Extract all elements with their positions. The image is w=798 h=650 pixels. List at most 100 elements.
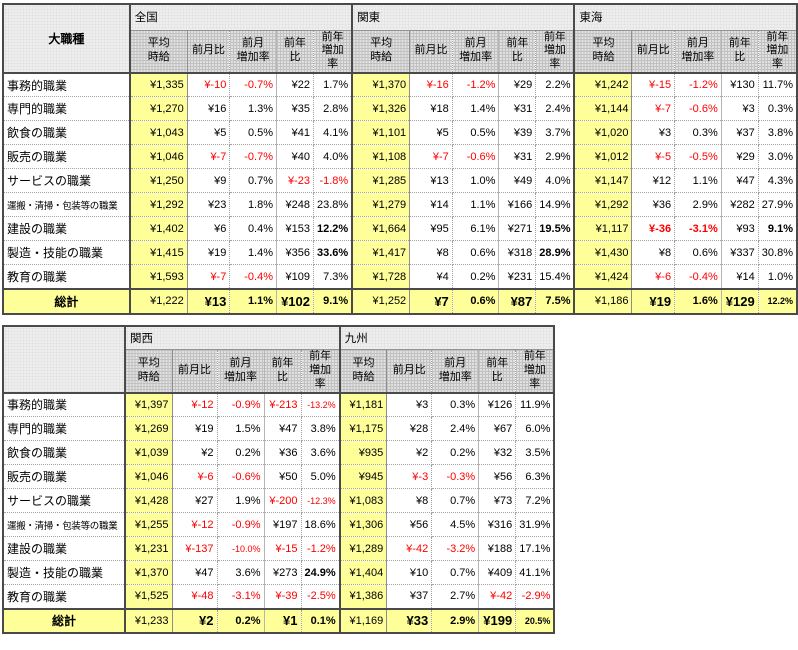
row-label: 教育の職業: [3, 264, 131, 290]
region-header: 関西: [125, 325, 341, 351]
data-cell: ¥47: [264, 416, 302, 441]
data-cell: 1.4%: [452, 96, 500, 122]
table-row: 飲食の職業 ¥1,043 ¥5 0.5% ¥41 4.1% ¥1,101 ¥5 0.5% ¥39 3…: [3, 120, 798, 146]
data-cell: ¥56: [386, 512, 433, 537]
data-cell: ¥47: [721, 168, 759, 194]
row-label: サービスの職業: [3, 488, 126, 513]
data-cell: 9.1%: [313, 287, 354, 314]
data-cell: -0.6%: [452, 144, 500, 170]
data-cell: 3.0%: [758, 144, 798, 170]
data-cell: ¥1,020: [574, 120, 633, 146]
data-cell: ¥50: [264, 464, 302, 489]
region-header: 全国: [129, 4, 354, 31]
data-cell: ¥40: [276, 144, 314, 170]
row-label: 運搬・清掃・包装等の職業: [3, 512, 126, 537]
col-header: 前年比: [276, 30, 314, 74]
data-cell: ¥1,012: [574, 144, 633, 170]
data-cell: ¥337: [721, 240, 759, 266]
data-cell: ¥35: [276, 96, 314, 122]
data-cell: ¥1,289: [339, 536, 388, 561]
region-header-row: 関西 九州: [3, 325, 556, 394]
data-cell: ¥1,043: [129, 120, 188, 146]
row-label: 販売の職業: [3, 144, 131, 170]
data-cell: ¥-15: [264, 536, 302, 561]
row-label: サービスの職業: [3, 168, 131, 194]
data-cell: ¥1,292: [129, 192, 188, 218]
corner-header: [3, 325, 126, 394]
data-cell: ¥126: [478, 392, 517, 417]
table-row: 事務的職業 ¥1,397 ¥-12 -0.9% ¥-213 -13.2% ¥1,181 ¥3 0…: [3, 392, 556, 417]
data-cell: 31.9%: [515, 512, 556, 537]
data-cell: ¥19: [187, 240, 231, 266]
data-cell: 4.1%: [313, 120, 354, 146]
data-cell: ¥935: [339, 440, 388, 465]
data-cell: ¥39: [498, 120, 537, 146]
row-label: 販売の職業: [3, 464, 126, 489]
total-label: 総計: [3, 607, 126, 633]
data-cell: ¥1,039: [125, 440, 173, 465]
data-cell: 1.0%: [758, 264, 798, 290]
row-label: 建設の職業: [3, 216, 131, 242]
data-cell: ¥1,525: [125, 584, 173, 609]
data-cell: ¥409: [478, 560, 517, 585]
row-label: 飲食の職業: [3, 120, 131, 146]
data-cell: ¥1,175: [339, 416, 388, 441]
data-cell: ¥130: [721, 72, 759, 98]
data-cell: ¥1,231: [125, 536, 173, 561]
data-cell: ¥-15: [631, 72, 676, 98]
row-label: 事務的職業: [3, 392, 126, 417]
data-cell: ¥1,255: [125, 512, 173, 537]
data-cell: ¥37: [721, 120, 759, 146]
col-header: 前年 増加率: [301, 349, 341, 394]
data-cell: ¥1,402: [129, 216, 188, 242]
data-cell: 33.6%: [313, 240, 354, 266]
data-cell: ¥1,424: [574, 264, 633, 290]
data-cell: ¥1,415: [129, 240, 188, 266]
data-cell: 0.2%: [217, 607, 265, 633]
data-cell: ¥-3: [386, 464, 433, 489]
data-cell: ¥1,147: [574, 168, 633, 194]
data-cell: -2.9%: [515, 584, 556, 609]
data-cell: 2.2%: [535, 72, 576, 98]
data-cell: ¥5: [187, 120, 231, 146]
row-label: 専門的職業: [3, 96, 131, 122]
data-cell: ¥49: [498, 168, 537, 194]
data-cell: -1.2%: [452, 72, 500, 98]
data-cell: 1.8%: [229, 192, 278, 218]
col-header: 前年 増加率: [758, 30, 798, 74]
table-row: 製造・技能の職業 ¥1,415 ¥19 1.4% ¥356 33.6% ¥1,417 ¥8 0.…: [3, 240, 798, 266]
data-cell: ¥-7: [631, 96, 676, 122]
data-cell: ¥-16: [409, 72, 453, 98]
col-header: 前月 増加率: [217, 349, 265, 394]
data-cell: 0.4%: [229, 216, 278, 242]
data-cell: ¥1,397: [125, 392, 173, 417]
data-cell: ¥197: [264, 512, 302, 537]
data-cell: ¥1,292: [574, 192, 633, 218]
data-cell: -0.7%: [229, 144, 278, 170]
data-cell: -0.7%: [229, 72, 278, 98]
data-cell: ¥1,046: [125, 464, 173, 489]
data-cell: ¥199: [478, 607, 517, 633]
data-cell: ¥13: [187, 287, 231, 314]
data-cell: ¥1,242: [574, 72, 633, 98]
data-cell: ¥1,250: [129, 168, 188, 194]
data-cell: ¥37: [386, 584, 433, 609]
data-cell: -1.8%: [313, 168, 354, 194]
data-cell: ¥1: [264, 607, 302, 633]
data-cell: 14.9%: [535, 192, 576, 218]
data-cell: ¥102: [276, 287, 314, 314]
data-cell: 0.6%: [674, 240, 722, 266]
table-row: 販売の職業 ¥1,046 ¥-7 -0.7% ¥40 4.0% ¥1,108 ¥-7 -0.6%…: [3, 144, 798, 170]
row-label: 運搬・清掃・包装等の職業: [3, 192, 131, 218]
data-cell: 0.2%: [452, 264, 500, 290]
data-cell: ¥-36: [631, 216, 676, 242]
data-cell: ¥1,664: [352, 216, 411, 242]
table-row: 専門的職業 ¥1,270 ¥16 1.3% ¥35 2.8% ¥1,326 ¥18 1.4% ¥3…: [3, 96, 798, 122]
data-cell: 0.3%: [758, 96, 798, 122]
table-row: 教育の職業 ¥1,593 ¥-7 -0.4% ¥109 7.3% ¥1,728 ¥4 0.2% ¥…: [3, 264, 798, 290]
data-cell: -0.9%: [217, 392, 265, 417]
col-header: 前月比: [631, 30, 676, 74]
data-cell: -13.2%: [301, 392, 341, 417]
data-cell: ¥-12: [172, 392, 218, 417]
col-header: 前年比: [498, 30, 537, 74]
